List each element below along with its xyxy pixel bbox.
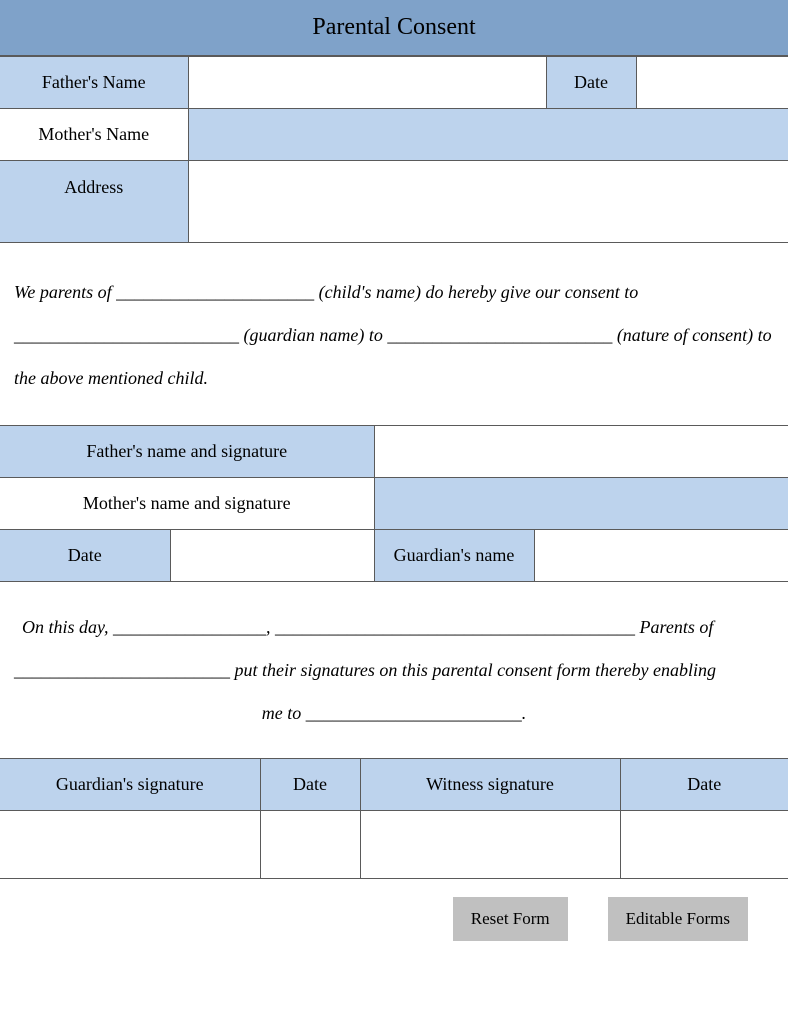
mother-signature-input[interactable]: [374, 478, 788, 530]
date-label-2: Date: [0, 530, 170, 582]
date-input-4[interactable]: [620, 810, 788, 878]
guardian-signature-label: Guardian's signature: [0, 758, 260, 810]
guardian-name-input[interactable]: [534, 530, 788, 582]
parent-info-table: Father's Name Date Mother's Name Address: [0, 56, 788, 243]
address-input[interactable]: [188, 161, 788, 243]
father-signature-input[interactable]: [374, 426, 788, 478]
fathers-name-label: Father's Name: [0, 57, 188, 109]
witness-signature-label: Witness signature: [360, 758, 620, 810]
date-label-4: Date: [620, 758, 788, 810]
fathers-name-input[interactable]: [188, 57, 546, 109]
statement-2-line-3: me to ________________________.: [14, 692, 774, 735]
button-row: Reset Form Editable Forms: [0, 879, 788, 961]
date-input-2[interactable]: [170, 530, 374, 582]
date-label: Date: [546, 57, 636, 109]
signature-table-2: Guardian's signature Date Witness signat…: [0, 758, 788, 879]
reset-form-button[interactable]: Reset Form: [453, 897, 568, 941]
guardian-name-label: Guardian's name: [374, 530, 534, 582]
guardian-signature-input[interactable]: [0, 810, 260, 878]
date-input-3[interactable]: [260, 810, 360, 878]
mothers-name-input[interactable]: [188, 109, 788, 161]
signature-table-1: Father's name and signature Mother's nam…: [0, 426, 788, 583]
mothers-name-label: Mother's Name: [0, 109, 188, 161]
consent-statement-2: On this day, _________________, ________…: [0, 582, 788, 758]
statement-2-line-1: On this day, _________________, ________…: [14, 617, 713, 637]
date-input[interactable]: [636, 57, 788, 109]
date-label-3: Date: [260, 758, 360, 810]
address-label: Address: [0, 161, 188, 243]
father-signature-label: Father's name and signature: [0, 426, 374, 478]
mother-signature-label: Mother's name and signature: [0, 478, 374, 530]
witness-signature-input[interactable]: [360, 810, 620, 878]
editable-forms-button[interactable]: Editable Forms: [608, 897, 748, 941]
statement-2-line-2: ________________________ put their signa…: [14, 649, 774, 692]
consent-statement-1: We parents of ______________________ (ch…: [0, 243, 788, 426]
form-title: Parental Consent: [0, 0, 788, 56]
